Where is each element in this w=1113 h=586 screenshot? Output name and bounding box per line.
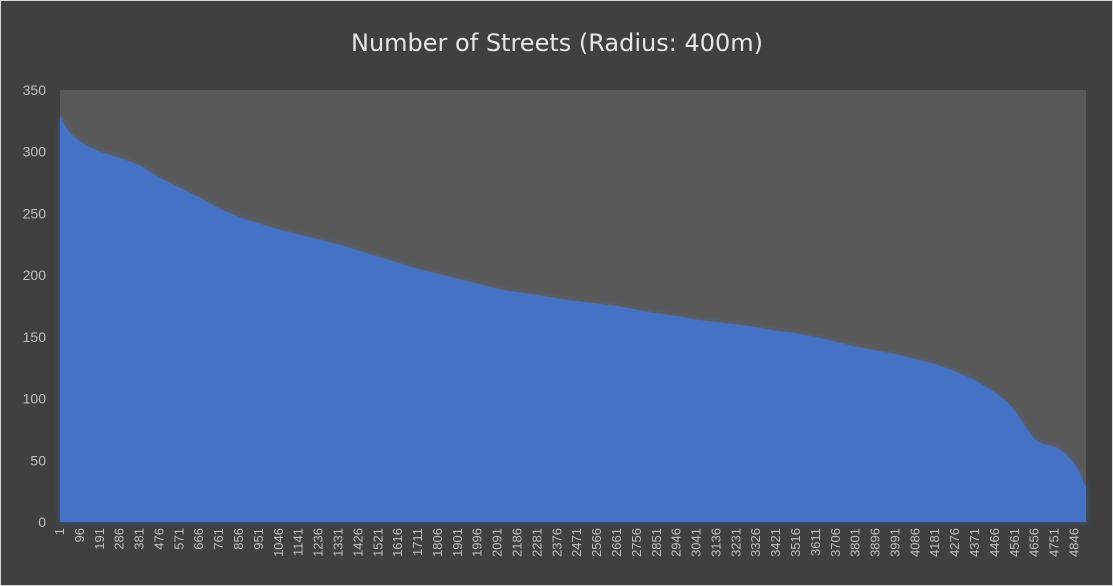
x-tick-label: 571 bbox=[171, 528, 186, 550]
x-tick-label: 1616 bbox=[390, 528, 405, 557]
x-tick-label: 666 bbox=[191, 528, 206, 550]
x-tick-label: 4181 bbox=[927, 528, 942, 557]
x-tick-label: 3516 bbox=[788, 528, 803, 557]
x-tick-label: 1236 bbox=[311, 528, 326, 557]
x-tick-label: 191 bbox=[92, 528, 107, 550]
x-tick-label: 2566 bbox=[589, 528, 604, 557]
y-tick-label: 200 bbox=[23, 267, 47, 283]
x-tick-label: 3706 bbox=[828, 528, 843, 557]
x-tick-label: 1426 bbox=[350, 528, 365, 557]
x-tick-label: 476 bbox=[152, 528, 167, 550]
chart-title: Number of Streets (Radius: 400m) bbox=[351, 29, 763, 57]
x-tick-label: 4751 bbox=[1047, 528, 1062, 557]
x-tick-label: 4466 bbox=[987, 528, 1002, 557]
x-tick-label: 856 bbox=[231, 528, 246, 550]
y-tick-label: 350 bbox=[23, 82, 47, 98]
x-tick-label: 951 bbox=[251, 528, 266, 550]
x-tick-label: 3991 bbox=[888, 528, 903, 557]
x-tick-label: 3041 bbox=[689, 528, 704, 557]
y-tick-label: 100 bbox=[23, 391, 47, 407]
x-tick-label: 2756 bbox=[629, 528, 644, 557]
x-tick-label: 2186 bbox=[510, 528, 525, 557]
x-tick-label: 2946 bbox=[669, 528, 684, 557]
x-tick-label: 1521 bbox=[370, 528, 385, 557]
x-tick-label: 1901 bbox=[450, 528, 465, 557]
x-tick-label: 4846 bbox=[1067, 528, 1082, 557]
x-tick-label: 4561 bbox=[1007, 528, 1022, 557]
x-tick-label: 4276 bbox=[947, 528, 962, 557]
y-axis: 0 50 100 150 200 250 300 350 bbox=[23, 82, 47, 530]
y-tick-label: 250 bbox=[23, 205, 47, 221]
x-tick-label: 3421 bbox=[768, 528, 783, 557]
x-tick-label: 1141 bbox=[291, 528, 306, 556]
x-tick-label: 2471 bbox=[569, 528, 584, 557]
x-tick-label: 1996 bbox=[470, 528, 485, 557]
x-tick-label: 2281 bbox=[529, 528, 544, 557]
x-tick-label: 1046 bbox=[271, 528, 286, 557]
y-tick-label: 150 bbox=[23, 329, 47, 345]
x-tick-label: 1 bbox=[52, 528, 67, 535]
x-axis: 1 96 191 286 381 476 571 666 761 856 951 1046 1141 12… bbox=[52, 528, 1082, 557]
y-tick-label: 0 bbox=[38, 514, 46, 530]
x-tick-label: 96 bbox=[72, 528, 87, 542]
x-tick-label: 3136 bbox=[708, 528, 723, 557]
x-tick-label: 761 bbox=[211, 528, 226, 550]
y-tick-label: 50 bbox=[30, 452, 46, 468]
x-tick-label: 3801 bbox=[848, 528, 863, 557]
x-tick-label: 1806 bbox=[430, 528, 445, 557]
x-tick-label: 3231 bbox=[728, 528, 743, 557]
x-tick-label: 4656 bbox=[1027, 528, 1042, 557]
x-tick-label: 286 bbox=[112, 528, 127, 550]
x-tick-label: 2661 bbox=[609, 528, 624, 557]
x-tick-label: 381 bbox=[132, 528, 147, 550]
x-tick-label: 4086 bbox=[907, 528, 922, 557]
x-tick-label: 2376 bbox=[549, 528, 564, 557]
x-tick-label: 4371 bbox=[967, 528, 982, 557]
x-tick-label: 2091 bbox=[490, 528, 505, 557]
area-layer bbox=[60, 114, 1086, 522]
x-tick-label: 3611 bbox=[808, 528, 823, 556]
x-tick-label: 1331 bbox=[331, 528, 346, 557]
x-tick-label: 2851 bbox=[649, 528, 664, 557]
x-tick-label: 1711 bbox=[410, 528, 425, 556]
area-series-0 bbox=[60, 114, 1086, 522]
y-tick-label: 300 bbox=[23, 144, 47, 160]
x-tick-label: 3896 bbox=[868, 528, 883, 557]
x-tick-label: 3326 bbox=[748, 528, 763, 557]
